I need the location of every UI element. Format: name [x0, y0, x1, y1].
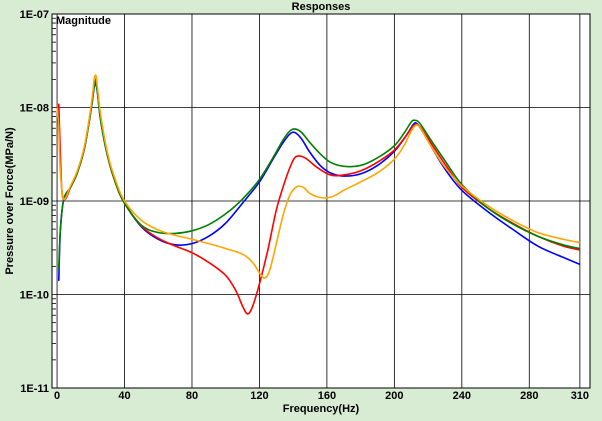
x-axis-label: Frequency(Hz): [283, 403, 360, 415]
magnitude-annotation: Magnitude: [56, 15, 111, 27]
x-tick-label: 240: [453, 390, 471, 402]
y-tick-label: 1E-09: [20, 196, 49, 208]
series-layer: [56, 74, 581, 315]
plot-frame: [51, 13, 591, 389]
tick-labels: 0 40 80 120 160 200 240 280 310 1E-11 1E-10 1E-09 1E…: [20, 9, 589, 402]
x-tick-label: 80: [186, 390, 198, 402]
y-tick-label: 1E-10: [20, 290, 49, 302]
x-tick-label: 200: [385, 390, 403, 402]
x-tick-label: 310: [571, 390, 589, 402]
chart-title: Responses: [292, 1, 351, 13]
y-tick-label: 1E-11: [20, 383, 49, 395]
x-tick-label: 160: [318, 390, 336, 402]
x-tick-label: 120: [250, 390, 268, 402]
y-tick-label: 1E-07: [20, 9, 49, 21]
y-axis-label: Pressure over Force(MPa/N): [4, 127, 16, 275]
series-line-4: [56, 74, 581, 279]
x-tick-label: 40: [118, 390, 130, 402]
x-tick-label: 280: [520, 390, 538, 402]
y-tick-label: 1E-08: [20, 103, 49, 115]
x-tick-label: 0: [54, 390, 60, 402]
